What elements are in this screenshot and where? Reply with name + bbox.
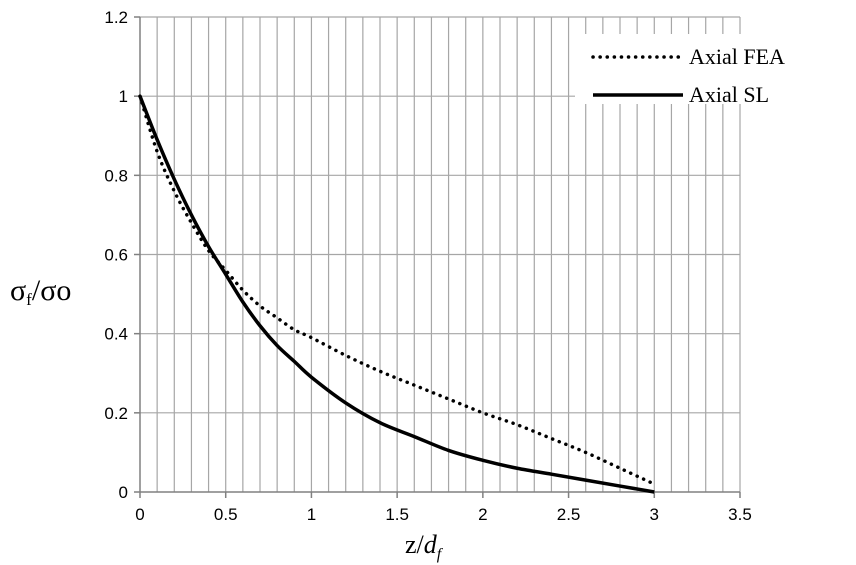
x-tick-label: 1 (307, 505, 316, 524)
y-tick-label: 0 (119, 483, 128, 502)
x-axis-title-base: z/ (405, 530, 425, 559)
y-tick-label: 1.2 (104, 8, 128, 27)
y-tick-label: 0.6 (104, 246, 128, 265)
horizontal-gridlines (140, 16, 740, 414)
x-tick-label: 0.5 (214, 505, 238, 524)
y-axis-title-sigma-f: σ (10, 274, 26, 307)
series-line-axial-fea (138, 94, 657, 486)
x-axis-title-d: d (424, 530, 438, 559)
y-axis-title-o: o (56, 274, 71, 307)
x-tick-label: 0 (135, 505, 144, 524)
y-tick-labels: 0 0.2 0.4 0.6 0.8 1 1.2 (104, 8, 128, 502)
y-tick-label: 0.8 (104, 166, 128, 185)
legend-label-axial-fea: Axial FEA (689, 44, 785, 69)
series-lines (138, 94, 657, 494)
x-tick-label: 3.5 (728, 505, 752, 524)
x-axis-title: z/df (405, 530, 444, 563)
y-axis-title: σf/σo (10, 274, 71, 309)
x-tick-labels: 0 0.5 1 1.5 2 2.5 3 3.5 (135, 505, 752, 524)
y-axis-title-sub-f: f (26, 290, 32, 309)
x-tick-label: 1.5 (385, 505, 409, 524)
y-axis-title-sep: / (32, 274, 41, 307)
x-axis-title-sub-f: f (437, 546, 444, 563)
x-tick-label: 2.5 (557, 505, 581, 524)
x-tick-label: 2 (478, 505, 487, 524)
y-axis-title-sigma-o: σ (40, 274, 56, 307)
legend: Axial FEA Axial SL (575, 34, 839, 107)
y-tick-label: 0.4 (104, 325, 128, 344)
y-tick-label: 0.2 (104, 404, 128, 423)
legend-label-axial-sl: Axial SL (689, 82, 769, 107)
x-tick-label: 3 (650, 505, 659, 524)
y-tick-label: 1 (119, 87, 128, 106)
legend-box (575, 34, 839, 104)
series-line-axial-sl (138, 95, 655, 494)
